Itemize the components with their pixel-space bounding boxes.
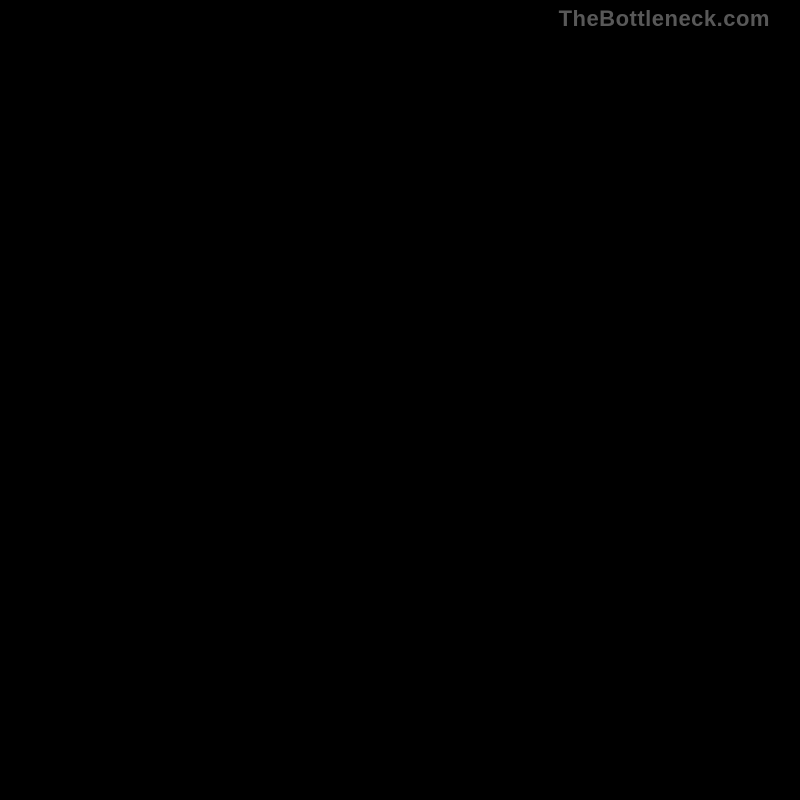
watermark-text: TheBottleneck.com xyxy=(559,6,770,32)
chart-frame: TheBottleneck.com xyxy=(0,0,800,800)
heatmap-canvas xyxy=(30,30,770,770)
crosshair-marker xyxy=(0,0,4,4)
